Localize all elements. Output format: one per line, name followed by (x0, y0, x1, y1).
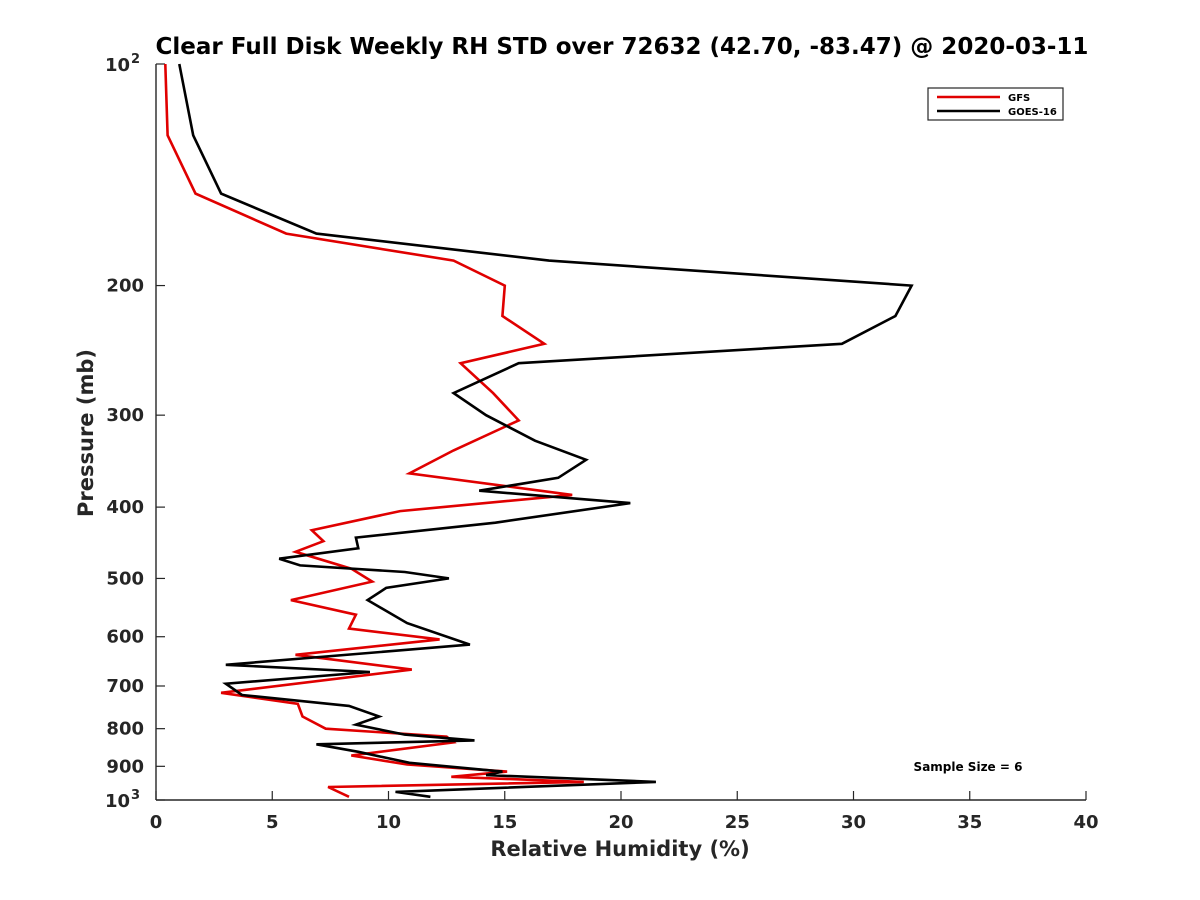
sample-size-annotation: Sample Size = 6 (914, 760, 1023, 774)
legend-label: GOES-16 (1008, 107, 1057, 118)
y-tick-label-exponent: 3 (131, 788, 140, 803)
x-tick-label: 35 (957, 812, 982, 833)
y-tick-label: 600 (106, 627, 144, 648)
x-tick-label: 30 (841, 812, 866, 833)
x-tick-label: 40 (1073, 812, 1098, 833)
x-tick-label: 10 (376, 812, 401, 833)
y-tick-label: 400 (106, 497, 144, 518)
x-tick-label: 15 (492, 812, 517, 833)
legend-label: GFS (1008, 93, 1030, 104)
chart-title: Clear Full Disk Weekly RH STD over 72632… (156, 34, 1089, 60)
legend-box (927, 87, 1064, 121)
y-axis-label: Pressure (mb) (74, 349, 98, 517)
series-line-gfs (164, 63, 584, 798)
y-tick-label: 700 (106, 676, 144, 697)
y-tick-label: 900 (106, 756, 144, 777)
y-tick-label-power: 10 2 (105, 52, 140, 76)
y-tick-label-base: 10 (105, 791, 130, 812)
legend: GFS GOES-16 (927, 87, 1064, 121)
x-axis-label: Relative Humidity (%) (490, 837, 749, 861)
y-tick-label: 500 (106, 568, 144, 589)
y-tick-label-exponent: 2 (131, 52, 140, 67)
y-tick-label: 300 (106, 405, 144, 426)
x-tick-label: 5 (266, 812, 279, 833)
series-lines (164, 63, 914, 799)
y-tick-label: 200 (106, 276, 144, 297)
y-tick-label: 800 (106, 719, 144, 740)
series-line-goes-16 (178, 63, 914, 799)
x-tick-label: 25 (725, 812, 750, 833)
y-tick-label-base: 10 (105, 55, 130, 76)
x-tick-label: 0 (150, 812, 163, 833)
x-tick-label: 20 (608, 812, 633, 833)
y-tick-label-power: 10 3 (105, 788, 140, 812)
